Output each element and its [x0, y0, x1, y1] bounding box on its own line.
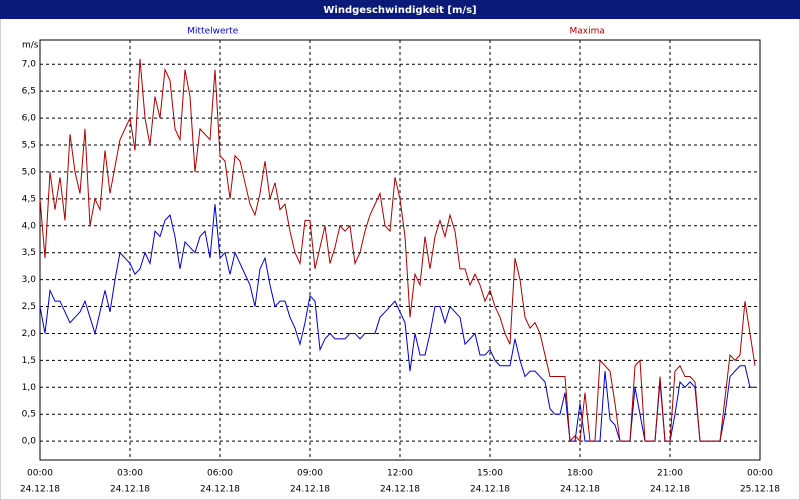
chart-title: Windgeschwindigkeit [m/s]: [323, 5, 476, 16]
y-tick-label: 5,5: [22, 141, 36, 151]
y-tick-label: 1,0: [22, 383, 37, 393]
x-tick-date: 24.12.18: [560, 485, 600, 495]
data-line: [39, 204, 755, 442]
data-line: [39, 58, 756, 443]
y-tick-label: 6,0: [22, 114, 37, 124]
x-tick-date: 25.12.18: [740, 485, 780, 495]
x-tick-date: 24.12.18: [650, 485, 690, 495]
x-tick-date: 24.12.18: [110, 485, 150, 495]
x-tick-label: 21:00: [657, 469, 683, 479]
y-tick-label: 0,0: [22, 437, 37, 447]
y-tick-label: 7,0: [22, 60, 37, 70]
legend-entry: Maxima: [570, 27, 605, 37]
x-tick-date: 24.12.18: [380, 485, 420, 495]
y-unit: m/s: [22, 41, 39, 51]
x-tick-label: 06:00: [207, 469, 233, 479]
x-tick-date: 24.12.18: [290, 485, 330, 495]
y-tick-label: 0,5: [22, 410, 36, 420]
y-tick-label: 1,5: [22, 356, 36, 366]
x-tick-date: 24.12.18: [470, 485, 510, 495]
y-tick-label: 3,5: [22, 248, 36, 258]
x-tick-label: 00:00: [27, 469, 53, 479]
x-tick-label: 15:00: [477, 469, 503, 479]
x-tick-label: 12:00: [387, 469, 413, 479]
x-tick-label: 03:00: [117, 469, 143, 479]
x-tick-date: 24.12.18: [200, 485, 240, 495]
legend-entry: Mittelwerte: [187, 27, 238, 37]
y-tick-label: 3,0: [22, 275, 37, 285]
y-tick-label: 4,0: [22, 221, 37, 231]
y-tick-label: 2,5: [22, 302, 36, 312]
y-tick-label: 2,0: [22, 329, 37, 339]
x-tick-label: 00:00: [747, 469, 773, 479]
y-tick-label: 4,5: [22, 194, 36, 204]
title-bar: [0, 0, 800, 19]
x-tick-label: 18:00: [567, 469, 593, 479]
x-tick-date: 24.12.18: [20, 485, 60, 495]
y-tick-label: 5,0: [22, 167, 37, 177]
y-tick-label: 6,5: [22, 87, 36, 97]
x-tick-label: 09:00: [297, 469, 323, 479]
